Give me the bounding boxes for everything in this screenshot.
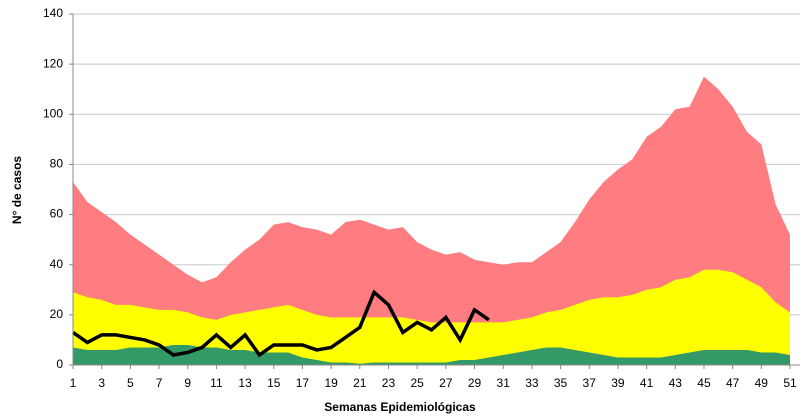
y-tick-label: 100 xyxy=(43,106,63,120)
x-tick-label: 39 xyxy=(611,376,625,390)
x-tick-label: 17 xyxy=(296,376,310,390)
x-tick-label: 51 xyxy=(783,376,797,390)
x-tick-label: 1 xyxy=(70,376,77,390)
y-tick-label: 120 xyxy=(43,56,63,70)
x-tick-label: 15 xyxy=(267,376,281,390)
y-tick-label: 0 xyxy=(56,357,63,371)
x-tick-label: 49 xyxy=(755,376,769,390)
x-tick-label: 5 xyxy=(127,376,134,390)
y-tick-label: 140 xyxy=(43,6,63,20)
area xyxy=(73,269,790,365)
y-tick-label: 20 xyxy=(50,307,64,321)
x-tick-label: 33 xyxy=(525,376,539,390)
area xyxy=(73,76,790,365)
x-tick-label: 23 xyxy=(382,376,396,390)
x-tick-label: 47 xyxy=(726,376,740,390)
x-tick-label: 9 xyxy=(184,376,191,390)
x-tick-label: 41 xyxy=(640,376,654,390)
x-tick-label: 25 xyxy=(410,376,424,390)
x-tick-label: 11 xyxy=(210,376,223,390)
x-axis-title: Semanas Epidemiológicas xyxy=(324,400,476,414)
line xyxy=(71,289,490,358)
y-axis-title: N° de casos xyxy=(10,156,24,224)
x-tick-label: 45 xyxy=(697,376,711,390)
x-tick-label: 43 xyxy=(669,376,683,390)
x-tick-label: 3 xyxy=(98,376,105,390)
x-tick-label: 29 xyxy=(468,376,482,390)
x-tick-label: 37 xyxy=(583,376,597,390)
area xyxy=(73,344,790,365)
y-tick-label: 80 xyxy=(50,157,64,171)
x-tick-label: 19 xyxy=(324,376,338,390)
x-tick-label: 7 xyxy=(156,376,163,390)
y-tick-label: 60 xyxy=(50,207,64,221)
x-tick-label: 35 xyxy=(554,376,568,390)
x-tick-label: 31 xyxy=(497,376,511,390)
x-tick-label: 13 xyxy=(238,376,252,390)
y-tick-label: 40 xyxy=(50,257,64,271)
x-tick-label: 21 xyxy=(353,376,367,390)
x-tick-label: 27 xyxy=(439,376,453,390)
